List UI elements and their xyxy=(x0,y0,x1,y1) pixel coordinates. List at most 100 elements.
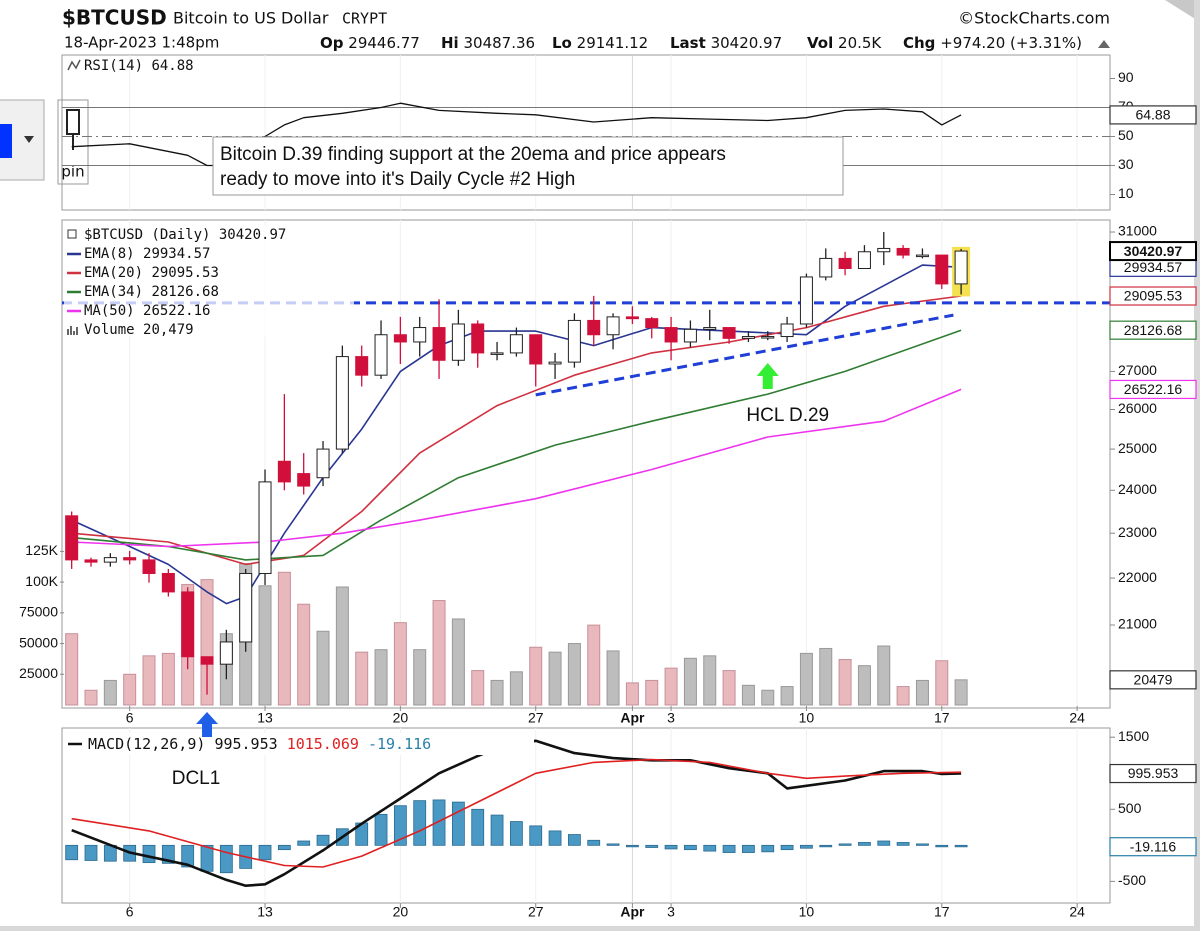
note-text: ready to move into it's Daily Cycle #2 H… xyxy=(220,169,575,190)
candle-body xyxy=(857,251,871,269)
volume-bar xyxy=(664,667,678,706)
legend-value: 28126.68 xyxy=(151,284,218,300)
candle-body xyxy=(200,656,214,665)
value-box-label: 30420.97 xyxy=(1124,243,1183,259)
y-tick-label: 26000 xyxy=(1118,400,1157,416)
histogram-bar xyxy=(277,844,291,851)
candle-body xyxy=(625,316,639,320)
value-box xyxy=(1109,286,1197,306)
x-tick-label: 20 xyxy=(393,904,409,920)
low-field: Lo 29141.12 xyxy=(552,34,648,52)
volume-bar xyxy=(587,624,601,706)
value-box-label: 28126.68 xyxy=(1124,322,1183,338)
macd-plot xyxy=(65,728,1078,903)
op-value: 29446.77 xyxy=(348,34,420,52)
y-tick-label: 22000 xyxy=(1118,569,1157,585)
legend-value: 29934.57 xyxy=(143,246,210,262)
color-swatch[interactable] xyxy=(0,124,12,158)
legend-value: 26522.16 xyxy=(143,303,210,319)
histogram-bar xyxy=(65,844,79,861)
volume-bar xyxy=(490,679,504,706)
candle-body xyxy=(954,250,968,285)
volume-bar xyxy=(161,652,175,706)
copyright: ©StockCharts.com xyxy=(958,9,1110,28)
value-box-label: 64.88 xyxy=(1135,107,1170,123)
x-tick-label: 6 xyxy=(126,904,134,920)
candle-body xyxy=(838,257,852,269)
histogram-bar xyxy=(935,844,949,848)
y-tick-label: 21000 xyxy=(1118,616,1157,632)
candle-body xyxy=(123,557,137,561)
volume-bar xyxy=(645,679,659,706)
symbol-name: Bitcoin to US Dollar xyxy=(173,9,329,28)
histogram-bar xyxy=(877,840,891,846)
value-box-label: -19.116 xyxy=(1130,838,1177,854)
histogram-bar xyxy=(490,814,504,846)
volume-bar xyxy=(915,679,929,706)
vol-field: Vol 20.5K xyxy=(807,34,882,52)
candle-body xyxy=(393,334,407,343)
open-field: Op 29446.77 xyxy=(320,34,420,52)
line xyxy=(71,388,962,548)
line xyxy=(71,295,962,566)
value-box xyxy=(1109,105,1197,125)
legend-background xyxy=(64,225,354,337)
histogram-bar xyxy=(896,842,910,846)
legend-value: 64.88 xyxy=(151,58,193,74)
last-value: 30420.97 xyxy=(711,34,783,52)
histogram-bar xyxy=(838,843,852,846)
volume-bar xyxy=(703,655,717,706)
y-tick-label: 90 xyxy=(1118,69,1134,85)
label-text: DCL1 xyxy=(172,768,221,789)
legend-value: 995.953 xyxy=(214,735,277,753)
histogram-bar xyxy=(548,830,562,846)
volume-bar xyxy=(413,649,427,706)
candle-body xyxy=(161,572,175,593)
candle-body xyxy=(799,276,813,325)
histogram-bar xyxy=(722,844,736,853)
overlays: 6 13 20 27 Apr 3 10 17 24 6 13 20 27 Apr 3 10 17 24 10 30 50… xyxy=(19,58,1197,920)
candle-body xyxy=(529,334,543,365)
last-label: Last xyxy=(670,34,706,52)
volume-bar xyxy=(935,660,949,706)
dropdown-arrow[interactable] xyxy=(24,136,34,143)
toolbar: pin xyxy=(0,99,89,185)
histogram-bar xyxy=(200,844,214,872)
date: 18-Apr-2023 1:48pm xyxy=(64,34,219,52)
y-tick-label: 50 xyxy=(1118,127,1134,143)
legend-icon xyxy=(67,326,78,335)
y-tick-label: 500 xyxy=(1118,800,1142,816)
volume-bar xyxy=(567,643,581,706)
last-field: Last 30420.97 xyxy=(670,34,782,52)
x-tick-label: 20 xyxy=(393,710,409,726)
vol-value: 20.5K xyxy=(838,34,882,52)
histogram-bar xyxy=(142,844,156,864)
candle-body xyxy=(819,257,833,278)
histogram-bar xyxy=(761,844,775,853)
high-field: Hi 30487.36 xyxy=(441,34,535,52)
y-tick-label: 30 xyxy=(1118,156,1134,172)
hi-label: Hi xyxy=(441,34,459,52)
volume-bar xyxy=(722,670,736,706)
volume-bar xyxy=(316,630,330,706)
candle-body xyxy=(509,334,523,354)
legend-name: EMA(8) xyxy=(84,246,135,262)
legend-value: 20,479 xyxy=(143,322,194,338)
volume-bar xyxy=(509,671,523,706)
x-tick-label: Apr xyxy=(620,710,645,726)
y-tick-label: 50000 xyxy=(19,634,58,650)
legend-entry: Volume 20,479 xyxy=(84,322,194,338)
value-box xyxy=(1109,241,1197,262)
volume-bar xyxy=(896,686,910,706)
candle-body xyxy=(490,352,504,355)
candle-body xyxy=(935,254,949,285)
collapse-arrow[interactable] xyxy=(1098,40,1110,48)
vol-label: Vol xyxy=(807,34,833,52)
volume-bar xyxy=(355,651,369,706)
volume-bar xyxy=(451,618,465,706)
x-tick-label: 27 xyxy=(528,710,544,726)
legend-background xyxy=(64,733,534,755)
chg-label: Chg xyxy=(903,34,935,52)
histogram-bar xyxy=(645,844,659,848)
volume-bar xyxy=(432,600,446,706)
